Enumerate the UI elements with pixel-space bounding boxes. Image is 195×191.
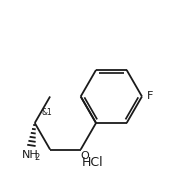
Text: F: F: [147, 91, 153, 101]
Text: O: O: [80, 151, 89, 161]
Text: HCl: HCl: [82, 156, 103, 169]
Text: &1: &1: [41, 108, 52, 117]
Text: NH: NH: [22, 150, 38, 160]
Text: 2: 2: [35, 153, 40, 162]
